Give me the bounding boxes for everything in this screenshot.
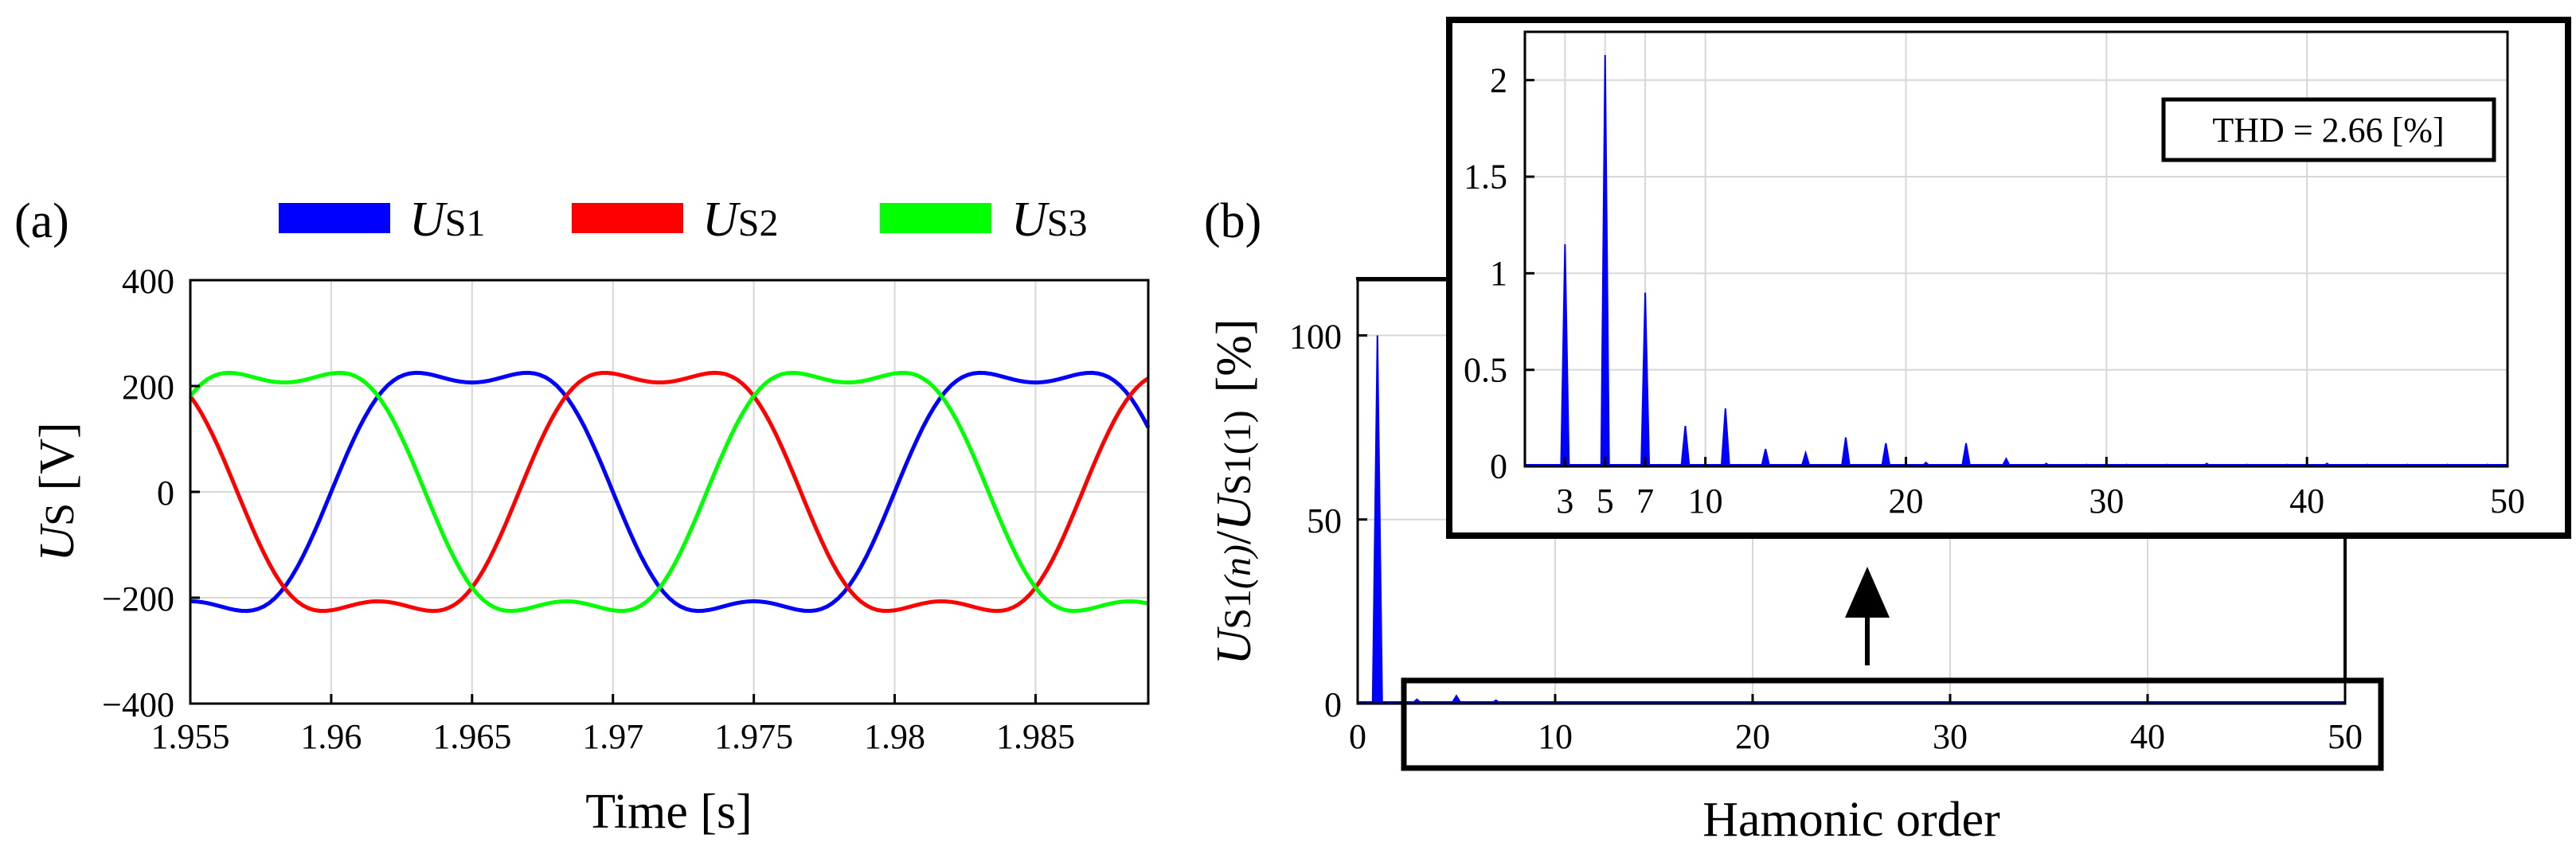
panel-b-label: (b) [1204,194,1261,248]
inset-x-tick-label: 5 [1597,482,1614,521]
panel-b-x-tick-label: 30 [1933,717,1968,756]
panel-a-label: (a) [14,194,69,248]
legend-label-us1: US1 [409,193,485,247]
legend: US1 US2 US3 [279,193,1087,247]
legend-swatch-us2 [572,203,683,233]
panel-a-x-tick-label: 1.955 [151,717,230,756]
series-line-us1 [190,370,1151,614]
panel-b-x-axis-label: Hamonic order [1702,793,2000,847]
inset-ticks: 3 5 7 10 20 30 40 50 0 0.5 1 1.5 2 [1464,60,2525,521]
panel-b-x-tick-label: 0 [1349,717,1366,756]
panel-b-y-tick-label: 0 [1324,685,1342,724]
panel-a-series [188,370,1151,614]
inset-y-tick-label: 0 [1490,447,1507,486]
series-line-us2 [188,370,1150,614]
inset-x-tick-label: 50 [2490,482,2525,521]
inset-frame [1446,17,2571,539]
legend-item-us3: US3 [880,193,1087,247]
panel-a-x-tick-label: 1.975 [714,717,793,756]
panel-a-x-tick-label: 1.96 [300,717,362,756]
panel-a-y-tick-label: −400 [102,685,174,724]
legend-label-us3: US3 [1011,193,1087,247]
inset-y-tick-label: 0.5 [1464,350,1507,389]
zoom-arrow-up-icon [1845,567,1890,618]
inset-x-tick-label: 10 [1688,482,1723,521]
panel-a-x-tick-label: 1.965 [432,717,511,756]
legend-swatch-us3 [880,203,991,233]
panel-a-x-axis-label: Time [s] [585,785,752,839]
panel-a-y-axis-label: US [V] [30,422,84,561]
zoom-connector-left [1356,277,1457,280]
legend-item-us2: US2 [572,193,778,247]
inset-y-tick-label: 1 [1490,254,1507,293]
panel-b-x-tick-label: 50 [2328,717,2363,756]
inset-y-tick-label: 2 [1490,60,1507,99]
thd-annotation: THD = 2.66 [%] [2212,111,2444,150]
legend-label-us2: US2 [702,193,778,247]
panel-a-y-tick-label: 400 [122,262,174,301]
panel-b-y-tick-label: 50 [1307,501,1342,540]
inset-y-tick-label: 1.5 [1464,158,1507,197]
panel-b-y-tick-label: 100 [1289,317,1342,356]
panel-a-ticks: 1.955 1.96 1.965 1.97 1.975 1.98 1.985 −400 −200… [102,262,1075,756]
zoom-region-box [1401,677,2384,771]
panel-a-voltage-chart: (a) US1 US2 US3 1.955 1.96 1.965 1.97 1.975 1… [14,193,1151,839]
panel-b-x-tick-label: 10 [1538,717,1573,756]
inset-axes-frame [1523,30,2509,468]
panel-a-y-tick-label: 200 [122,368,174,407]
panel-a-x-tick-label: 1.97 [582,717,643,756]
legend-swatch-us1 [279,203,390,233]
series-line-us3 [189,370,1149,614]
inset-x-tick-label: 20 [1888,482,1923,521]
panel-a-y-tick-label: 0 [157,474,174,513]
inset-x-tick-label: 7 [1636,482,1654,521]
inset-x-tick-label: 3 [1556,482,1573,521]
panel-a-y-tick-label: −200 [102,579,174,618]
panel-a-x-tick-label: 1.985 [996,717,1075,756]
legend-item-us1: US1 [279,193,485,247]
panel-a-x-tick-label: 1.98 [864,717,925,756]
panel-b-x-tick-label: 20 [1735,717,1770,756]
panel-b-x-tick-label: 40 [2130,717,2165,756]
panel-b-y-axis-label: US1(n)/US1(1)[%] [1207,318,1261,665]
inset-x-tick-label: 40 [2289,482,2324,521]
inset-x-tick-label: 30 [2089,482,2124,521]
zoom-inset: 3 5 7 10 20 30 40 50 0 0.5 1 1.5 2 THD = 2.66 [%] [1446,17,2571,539]
thd-annotation-box [2161,97,2496,162]
